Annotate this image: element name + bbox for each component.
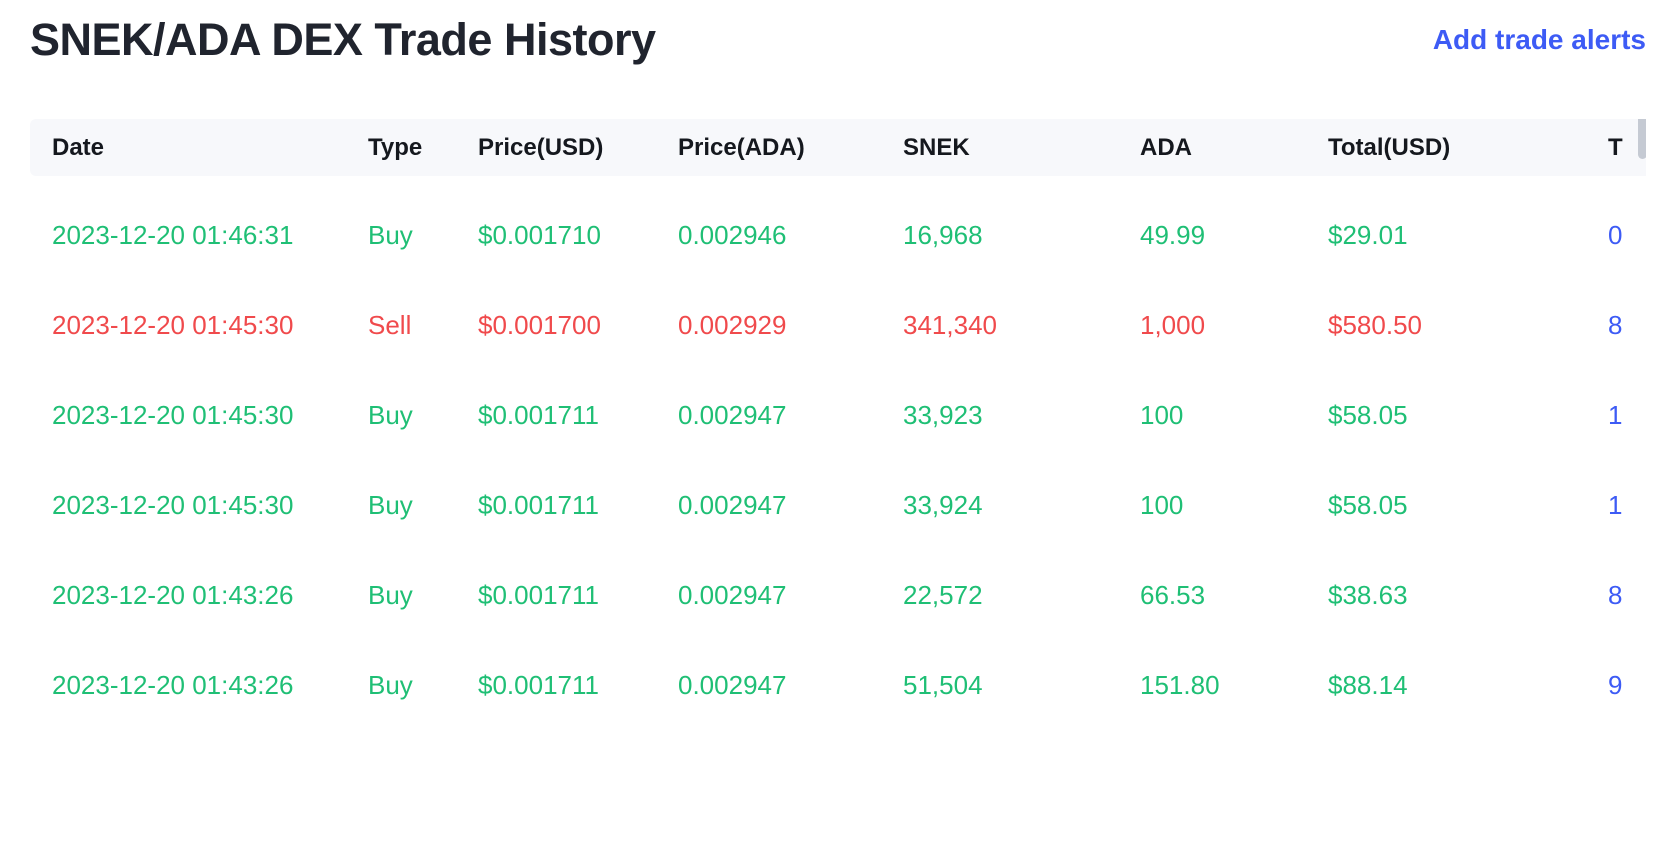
table-body: 2023-12-20 01:46:31 Buy $0.001710 0.002946 1… [30, 176, 1646, 730]
top-bar: SNEK/ADA DEX Trade History Add trade ale… [0, 0, 1668, 70]
vertical-scrollbar-thumb[interactable] [1638, 119, 1646, 159]
cell-ada: 49.99 [1140, 219, 1206, 250]
tx-hash-link[interactable]: 1 [1608, 399, 1623, 430]
column-header-snek: SNEK [903, 133, 970, 161]
cell-date: 2023-12-20 01:45:30 [52, 399, 294, 430]
column-header-ada: ADA [1140, 133, 1192, 161]
column-header-type: Type [368, 133, 423, 161]
cell-price_usd: $0.001711 [478, 669, 599, 700]
trade-row: 2023-12-20 01:46:31 Buy $0.001710 0.002946 1… [30, 190, 1646, 280]
cell-price_usd: $0.001711 [478, 579, 599, 610]
cell-type: Sell [368, 309, 412, 340]
cell-type: Buy [368, 669, 413, 700]
cell-ada: 100 [1140, 399, 1184, 430]
cell-ada: 151.80 [1140, 669, 1220, 700]
cell-price_usd: $0.001711 [478, 399, 599, 430]
cell-snek: 341,340 [903, 309, 997, 340]
column-header-price_ada: Price(ADA) [678, 133, 805, 161]
cell-snek: 16,968 [903, 219, 983, 250]
cell-price_ada: 0.002947 [678, 489, 787, 520]
cell-ada: 66.53 [1140, 579, 1206, 610]
cell-price_ada: 0.002947 [678, 399, 787, 430]
cell-total_usd: $58.05 [1328, 399, 1408, 430]
page-title: SNEK/ADA DEX Trade History [30, 14, 656, 65]
cell-type: Buy [368, 399, 413, 430]
cell-total_usd: $58.05 [1328, 489, 1408, 520]
cell-type: Buy [368, 579, 413, 610]
add-trade-alerts-link[interactable]: Add trade alerts [1432, 24, 1646, 55]
column-header-date: Date [52, 133, 105, 161]
cell-price_usd: $0.001711 [478, 489, 599, 520]
cell-ada: 100 [1140, 489, 1184, 520]
cell-snek: 22,572 [903, 579, 983, 610]
column-header-tx: T [1608, 133, 1623, 161]
cell-date: 2023-12-20 01:46:31 [52, 219, 294, 250]
tx-hash-link[interactable]: 1 [1608, 489, 1623, 520]
cell-date: 2023-12-20 01:45:30 [52, 309, 294, 340]
cell-total_usd: $38.63 [1328, 579, 1408, 610]
cell-snek: 51,504 [903, 669, 983, 700]
cell-total_usd: $88.14 [1328, 669, 1408, 700]
cell-total_usd: $580.50 [1328, 309, 1422, 340]
tx-hash-link[interactable]: 8 [1608, 579, 1623, 610]
tx-hash-link[interactable]: 8 [1608, 309, 1623, 340]
trade-row: 2023-12-20 01:43:26 Buy $0.001711 0.002947 5… [30, 640, 1646, 730]
cell-date: 2023-12-20 01:43:26 [52, 579, 294, 610]
tx-hash-link[interactable]: 0 [1608, 219, 1623, 250]
tx-hash-link[interactable]: 9 [1608, 669, 1623, 700]
cell-date: 2023-12-20 01:43:26 [52, 669, 294, 700]
cell-snek: 33,924 [903, 489, 983, 520]
cell-price_usd: $0.001710 [478, 219, 601, 250]
cell-date: 2023-12-20 01:45:30 [52, 489, 294, 520]
cell-price_ada: 0.002947 [678, 669, 787, 700]
column-header-price_usd: Price(USD) [478, 133, 604, 161]
cell-ada: 1,000 [1140, 309, 1206, 340]
column-header-total_usd: Total(USD) [1328, 133, 1451, 161]
trade-history-table: Date Type Price(USD) Price(ADA) SNEK ADA Total… [30, 119, 1646, 730]
cell-type: Buy [368, 489, 413, 520]
cell-type: Buy [368, 219, 413, 250]
trade-row: 2023-12-20 01:45:30 Sell $0.001700 0.002929… [30, 280, 1646, 370]
cell-snek: 33,923 [903, 399, 983, 430]
cell-price_ada: 0.002947 [678, 579, 787, 610]
cell-price_usd: $0.001700 [478, 309, 601, 340]
cell-total_usd: $29.01 [1328, 219, 1408, 250]
table-header-row: Date Type Price(USD) Price(ADA) SNEK ADA Total… [30, 119, 1646, 176]
trade-row: 2023-12-20 01:45:30 Buy $0.001711 0.002947 3… [30, 370, 1646, 460]
cell-price_ada: 0.002946 [678, 219, 787, 250]
trade-row: 2023-12-20 01:43:26 Buy $0.001711 0.002947 2… [30, 550, 1646, 640]
cell-price_ada: 0.002929 [678, 309, 787, 340]
trade-row: 2023-12-20 01:45:30 Buy $0.001711 0.002947 3… [30, 460, 1646, 550]
